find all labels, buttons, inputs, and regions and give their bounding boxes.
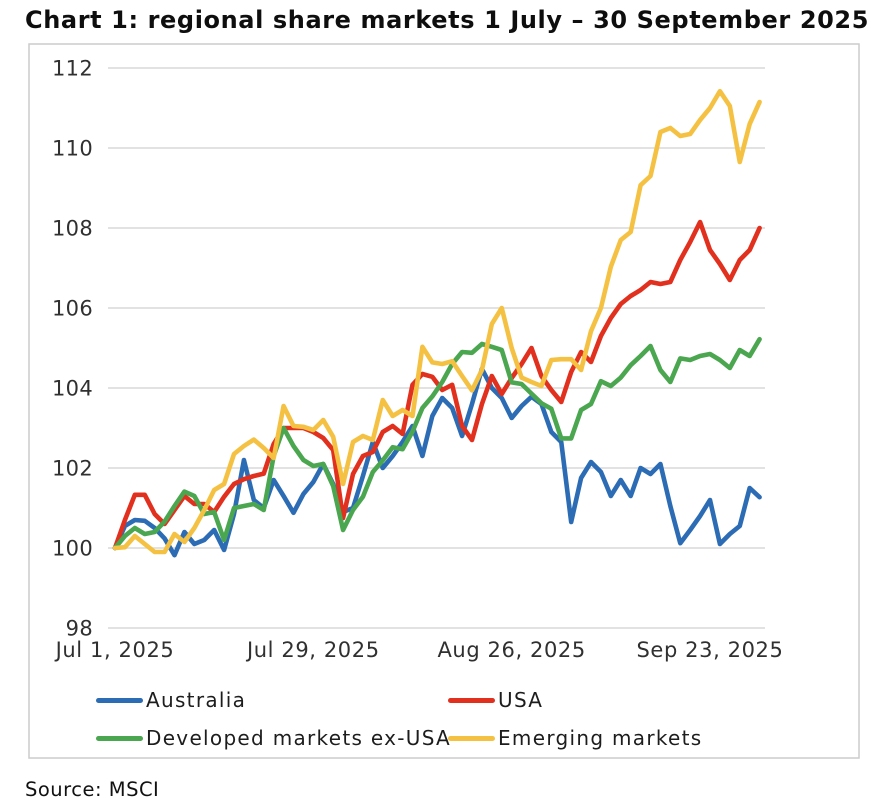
x-tick-label: Aug 26, 2025 (437, 638, 585, 662)
legend-label-australia: Australia (146, 688, 247, 712)
chart-title: Chart 1: regional share markets 1 July –… (25, 6, 870, 34)
x-tick-label: Jul 1, 2025 (54, 638, 175, 662)
y-tick-label-106: 106 (52, 297, 93, 321)
y-tick-label-108: 108 (52, 217, 93, 241)
series-line-australia (112, 366, 762, 558)
source-note: Source: MSCI (25, 778, 160, 801)
series-line-emerging (112, 88, 762, 555)
legend-label-developed-ex-usa: Developed markets ex-USA (146, 726, 452, 750)
y-tick-label-98: 98 (66, 617, 93, 641)
y-tick-label-104: 104 (52, 377, 93, 401)
series-line-developed-ex-usa (112, 336, 762, 551)
legend-item-australia: Australia (96, 688, 246, 712)
developed-ex-usa-legend-marker-icon (96, 735, 143, 741)
legend-item-developed-ex-usa: Developed markets ex-USA (96, 726, 451, 750)
x-tick-label: Sep 23, 2025 (637, 638, 784, 662)
x-tick-label: Jul 29, 2025 (245, 638, 380, 662)
y-tick-label-102: 102 (52, 457, 93, 481)
series-line-usa (112, 219, 762, 551)
usa-legend-marker-icon (448, 697, 495, 703)
emerging-legend-marker-icon (448, 735, 495, 741)
legend-label-emerging: Emerging markets (498, 726, 703, 750)
y-tick-label-110: 110 (52, 137, 93, 161)
y-tick-label-112: 112 (52, 57, 93, 81)
legend-item-usa: USA (448, 688, 543, 712)
legend-item-emerging: Emerging markets (448, 726, 702, 750)
y-tick-label-100: 100 (52, 537, 93, 561)
legend-label-usa: USA (498, 688, 544, 712)
plot-border (28, 43, 860, 759)
australia-legend-marker-icon (96, 697, 143, 703)
